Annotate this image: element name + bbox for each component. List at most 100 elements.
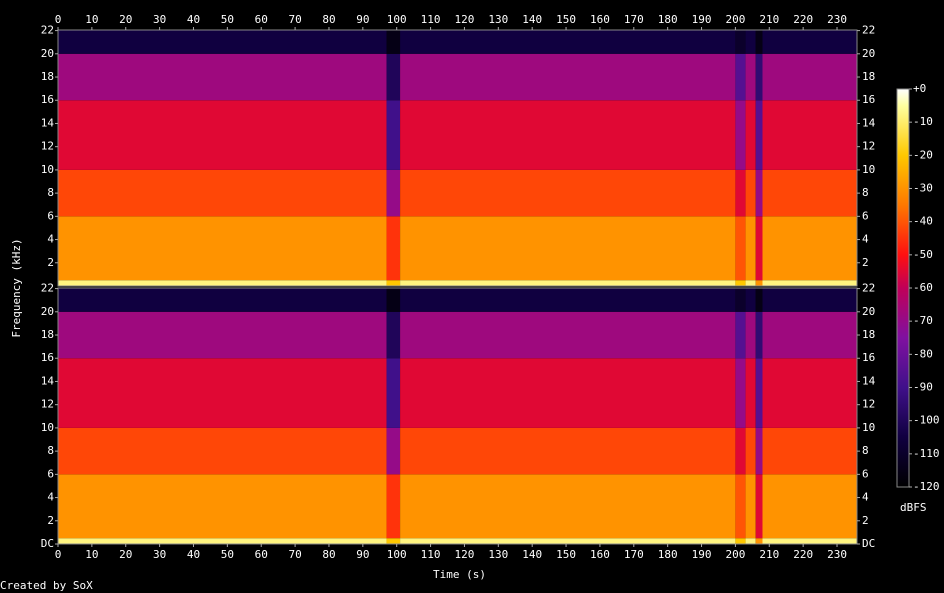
x-tick-label: 50 <box>221 548 234 561</box>
y-tick-label-right: 8 <box>862 186 869 199</box>
spectrum-cell <box>745 311 756 359</box>
x-tick-label-top: 230 <box>827 13 847 26</box>
x-tick-label: 100 <box>387 548 407 561</box>
spectrum-cell <box>386 358 401 428</box>
spectrum-cell <box>58 169 387 217</box>
spectrum-cell <box>58 280 387 286</box>
x-tick-label: 80 <box>322 548 335 561</box>
x-tick-label-top: 200 <box>725 13 745 26</box>
spectrum-cell <box>400 311 736 359</box>
y-tick-label-right: 2 <box>862 256 869 269</box>
spectrum-cell <box>400 358 736 428</box>
x-tick-label: 220 <box>793 548 813 561</box>
y-tick-label-right: 4 <box>862 491 869 504</box>
x-tick-label-top: 50 <box>221 13 234 26</box>
x-tick-label: 210 <box>759 548 779 561</box>
spectrum-cell <box>58 474 387 539</box>
colorbar-tick-label: -40 <box>913 215 933 228</box>
spectrum-cell <box>762 100 857 170</box>
x-tick-label: 110 <box>421 548 441 561</box>
x-tick-label: 130 <box>488 548 508 561</box>
x-tick-label-top: 80 <box>322 13 335 26</box>
y-tick-label: 22 <box>41 24 54 37</box>
x-tick-label: 60 <box>255 548 268 561</box>
spectrum-cell <box>58 538 387 544</box>
y-tick-label: 16 <box>41 351 54 364</box>
footer: Created by SoX <box>0 579 93 592</box>
x-tick-label-top: 220 <box>793 13 813 26</box>
colorbar-tick-label: -110 <box>913 447 940 460</box>
y-tick-label: 16 <box>41 93 54 106</box>
y-tick-label-right: 10 <box>862 421 875 434</box>
y-axis-label: Frequency (kHz) <box>10 238 23 337</box>
spectrum-cell <box>735 280 746 286</box>
spectrum-cell <box>400 169 736 217</box>
spectrum-cell <box>762 358 857 428</box>
y-tick-label: 2 <box>47 514 54 527</box>
x-tick-label-top: 60 <box>255 13 268 26</box>
x-tick-label-top: 170 <box>624 13 644 26</box>
y-tick-label-right: 6 <box>862 467 869 480</box>
x-tick-label-top: 110 <box>421 13 441 26</box>
y-tick-label-right: 14 <box>862 116 876 129</box>
spectrum-cell <box>762 311 857 359</box>
spectrum-cell <box>58 288 387 312</box>
spectrum-cell <box>400 474 736 539</box>
spectrum-cell <box>386 53 401 101</box>
x-tick-label-top: 210 <box>759 13 779 26</box>
spectrum-cell <box>735 474 746 539</box>
x-tick-label: 90 <box>356 548 369 561</box>
spectrum-cell <box>762 30 857 54</box>
spectrum-cell <box>762 216 857 281</box>
x-tick-label: 200 <box>725 548 745 561</box>
x-tick-label: 120 <box>455 548 475 561</box>
x-tick-label-top: 0 <box>55 13 62 26</box>
x-tick-label: 150 <box>556 548 576 561</box>
spectrum-cell <box>755 100 763 170</box>
colorbar-tick-label: -90 <box>913 381 933 394</box>
spectrum-cell <box>755 53 763 101</box>
y-tick-label: 22 <box>41 282 54 295</box>
spectrum-cell <box>386 216 401 281</box>
spectrum-cell <box>755 358 763 428</box>
spectrum-cell <box>386 538 401 544</box>
y-tick-label: 2 <box>47 256 54 269</box>
spectrum-cell <box>745 474 756 539</box>
x-tick-label: 190 <box>692 548 712 561</box>
spectrum-cell <box>400 538 736 544</box>
y-tick-label: 12 <box>41 398 54 411</box>
y-tick-label: 14 <box>41 374 55 387</box>
x-tick-label: 40 <box>187 548 200 561</box>
y-tick-label-right: 4 <box>862 233 869 246</box>
colorbar-tick-label: -100 <box>913 414 940 427</box>
y-tick-label: 6 <box>47 209 54 222</box>
x-tick-label: 20 <box>119 548 132 561</box>
spectrum-cell <box>745 216 756 281</box>
x-tick-label: 230 <box>827 548 847 561</box>
spectrum-cell <box>762 169 857 217</box>
colorbar-tick-label: -30 <box>913 182 933 195</box>
spectrum-cell <box>735 427 746 475</box>
spectrum-cell <box>745 288 756 312</box>
spectrum-cell <box>755 427 763 475</box>
x-tick-label-top: 120 <box>455 13 475 26</box>
y-tick-label: 6 <box>47 467 54 480</box>
spectrum-cell <box>745 53 756 101</box>
spectrum-cell <box>735 538 746 544</box>
colorbar-tick-label: -120 <box>913 480 940 493</box>
spectrum-cell <box>735 100 746 170</box>
y-tick-label: 18 <box>41 328 54 341</box>
x-tick-label-top: 140 <box>522 13 542 26</box>
colorbar-tick-label: -20 <box>913 148 933 161</box>
y-tick-label: 18 <box>41 70 54 83</box>
y-tick-label: 8 <box>47 444 54 457</box>
y-tick-label: 4 <box>47 233 54 246</box>
spectrum-cell <box>755 30 763 54</box>
spectrum-cell <box>745 280 756 286</box>
plot-frame <box>57 287 858 545</box>
spectrum-cell <box>386 474 401 539</box>
y-tick-label-right: 16 <box>862 93 875 106</box>
spectrum-cell <box>745 169 756 217</box>
x-tick-label-top: 180 <box>658 13 678 26</box>
y-tick-label-right: 2 <box>862 514 869 527</box>
